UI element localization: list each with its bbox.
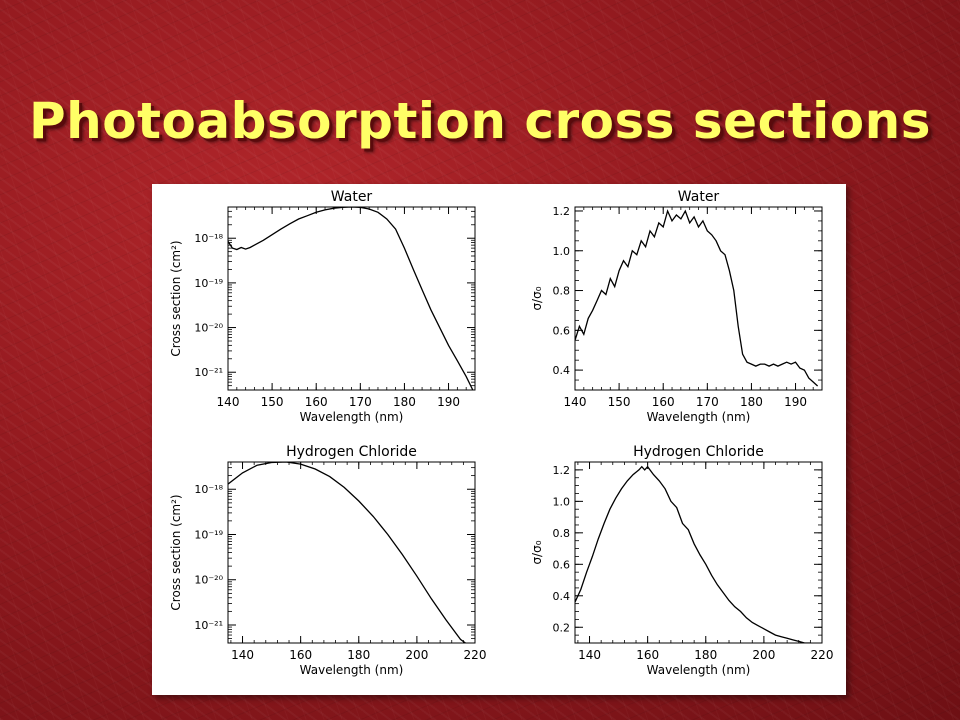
x-tick-label: 160 xyxy=(652,395,675,409)
y-tick-label: 10⁻¹⁸ xyxy=(194,232,223,245)
y-axis-label: σ/σ₀ xyxy=(530,286,544,310)
x-tick-label: 190 xyxy=(784,395,807,409)
chart-title: Water xyxy=(331,189,373,205)
chart-1: 140 150 160 170 180 190 10⁻¹⁸ 10⁻¹⁹ 10⁻²⁰ 10⁻²¹ Wa… xyxy=(169,189,476,424)
x-tick-label: 180 xyxy=(393,395,416,409)
x-axis-label: Wavelength (nm) xyxy=(300,410,404,424)
x-tick-label: 140 xyxy=(217,395,240,409)
y-tick-label: 10⁻²⁰ xyxy=(194,574,223,587)
y-tick-label: 10⁻¹⁹ xyxy=(194,528,223,541)
y-tick-label: 0.2 xyxy=(553,621,571,634)
chart-title: Hydrogen Chloride xyxy=(633,444,764,460)
chart-2: 140 150 160 170 180 190 0.4 0.6 0.8 1.0 1.2 Water Wa… xyxy=(530,189,823,424)
figure-panel: 140 150 160 170 180 190 10⁻¹⁸ 10⁻¹⁹ 10⁻²⁰ 10⁻²¹ Wa… xyxy=(152,184,846,695)
x-tick-label: 190 xyxy=(437,395,460,409)
charts-figure: 140 150 160 170 180 190 10⁻¹⁸ 10⁻¹⁹ 10⁻²⁰ 10⁻²¹ Wa… xyxy=(169,189,833,677)
plot-frame xyxy=(227,206,476,391)
x-tick-label: 140 xyxy=(578,648,601,662)
x-tick-label: 200 xyxy=(405,648,428,662)
series-line-1 xyxy=(228,207,474,390)
x-tick-label: 150 xyxy=(608,395,631,409)
x-tick-label: 170 xyxy=(696,395,719,409)
x-axis-label: Wavelength (nm) xyxy=(647,663,751,677)
series-line-1 xyxy=(228,462,467,643)
chart-title: Water xyxy=(678,189,720,205)
y-axis-label: σ/σ₀ xyxy=(530,540,544,564)
y-tick-label: 0.4 xyxy=(553,364,571,377)
x-tick-label: 170 xyxy=(349,395,372,409)
x-tick-label: 180 xyxy=(347,648,370,662)
y-tick-label: 10⁻¹⁹ xyxy=(194,277,223,290)
plot-frame xyxy=(574,461,823,644)
x-tick-label: 180 xyxy=(740,395,763,409)
x-tick-label: 140 xyxy=(231,648,254,662)
x-axis-label: Wavelength (nm) xyxy=(300,663,404,677)
x-tick-label: 220 xyxy=(464,648,487,662)
chart-title: Hydrogen Chloride xyxy=(286,444,417,460)
x-tick-label: 160 xyxy=(305,395,328,409)
y-tick-label: 1.0 xyxy=(553,245,571,258)
plot-frame xyxy=(227,461,476,644)
y-tick-label: 0.6 xyxy=(553,324,571,337)
chart-3: 140 160 180 200 220 10⁻¹⁸ 10⁻¹⁹ 10⁻²⁰ 10⁻²¹ Hydro… xyxy=(169,444,486,677)
y-tick-label: 10⁻²⁰ xyxy=(194,322,223,335)
series-line-1 xyxy=(575,209,819,387)
y-tick-label: 10⁻²¹ xyxy=(194,366,223,379)
x-tick-label: 200 xyxy=(752,648,775,662)
y-tick-label: 0.8 xyxy=(553,527,571,540)
x-tick-label: 140 xyxy=(564,395,587,409)
y-tick-label: 1.2 xyxy=(553,205,571,218)
series-line-1 xyxy=(575,465,813,643)
x-tick-label: 160 xyxy=(289,648,312,662)
y-tick-label: 10⁻¹⁸ xyxy=(194,483,223,496)
y-tick-label: 0.8 xyxy=(553,285,571,298)
y-tick-label: 0.4 xyxy=(553,590,571,603)
x-tick-label: 180 xyxy=(694,648,717,662)
x-tick-label: 160 xyxy=(636,648,659,662)
y-axis-label: Cross section (cm²) xyxy=(169,494,183,610)
x-tick-label: 220 xyxy=(811,648,834,662)
y-axis-label: Cross section (cm²) xyxy=(169,240,183,356)
x-axis-label: Wavelength (nm) xyxy=(647,410,751,424)
y-tick-label: 10⁻²¹ xyxy=(194,619,223,632)
y-tick-label: 1.2 xyxy=(553,464,571,477)
y-tick-label: 1.0 xyxy=(553,495,571,508)
y-tick-label: 0.6 xyxy=(553,558,571,571)
chart-4: 140 160 180 200 220 0.2 0.4 0.6 0.8 1.0 1.2 Hydroge… xyxy=(530,444,833,677)
slide-title: Photoabsorption cross sections xyxy=(29,92,931,150)
x-tick-label: 150 xyxy=(261,395,284,409)
